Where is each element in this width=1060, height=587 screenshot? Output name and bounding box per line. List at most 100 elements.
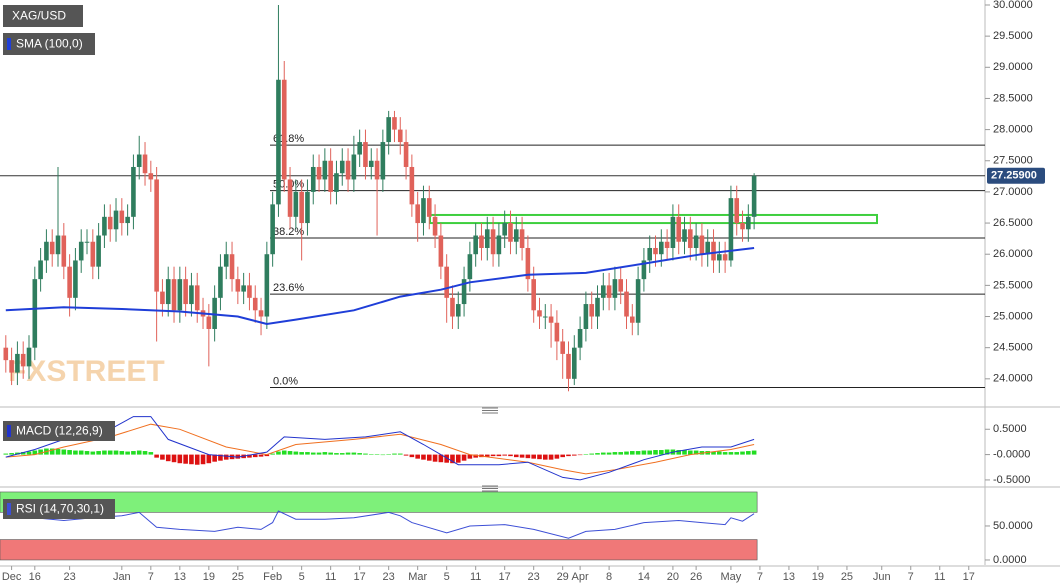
candle-body: [131, 166, 136, 217]
macd-histogram-bar: [653, 450, 658, 455]
macd-histogram-bar: [299, 452, 304, 455]
macd-histogram-bar: [688, 450, 693, 455]
x-tick-label: 19: [203, 571, 215, 583]
candle-body: [711, 241, 716, 261]
candle-body: [444, 266, 449, 298]
macd-histogram-bar: [595, 453, 600, 455]
x-tick-label: 5: [299, 571, 305, 583]
legend-label: SMA (100,0): [16, 37, 83, 51]
y-tick-label: -0.5000: [993, 474, 1030, 486]
macd-histogram-bar: [368, 454, 374, 455]
candle-body: [223, 254, 229, 267]
resistance-zone: [429, 213, 878, 225]
candle-body: [148, 173, 154, 180]
candle-body: [252, 297, 258, 311]
candle-body: [322, 160, 328, 180]
candle-body: [426, 198, 432, 217]
x-tick-label: Apr: [572, 571, 589, 583]
x-tick-label: 23: [528, 571, 540, 583]
candle-body: [409, 166, 415, 205]
macd-histogram-bar: [3, 453, 9, 455]
fib-label: 61.8%: [273, 133, 304, 145]
candle-body: [9, 360, 14, 373]
macd-histogram-bar: [154, 454, 159, 458]
macd-histogram-bar: [722, 452, 728, 455]
candle-body: [15, 353, 20, 373]
candle-body: [334, 173, 339, 192]
x-tick-label: 17: [354, 571, 366, 583]
candle-body: [328, 160, 333, 192]
candle-body: [415, 204, 420, 224]
resize-handle[interactable]: [482, 407, 498, 414]
candle-body: [160, 291, 165, 305]
candle-body: [26, 347, 32, 367]
macd-histogram-bar: [577, 454, 583, 456]
x-tick-label: 13: [783, 571, 795, 583]
candle-body: [20, 353, 26, 367]
candle-body: [287, 179, 293, 217]
macd-histogram-bar: [247, 454, 252, 458]
macd-signal-line: [5, 423, 755, 475]
x-tick-label: Jan: [113, 571, 131, 583]
candle-body: [235, 279, 241, 292]
candle-body: [102, 216, 107, 236]
candle-body: [542, 316, 548, 318]
macd-histogram-bar: [136, 450, 142, 455]
legend-label: RSI (14,70,30,1): [16, 502, 104, 516]
macd-histogram-bar: [258, 454, 264, 457]
y-tick-label: 29.0000: [993, 61, 1033, 73]
candle-body: [537, 310, 542, 317]
candle-body: [653, 247, 658, 255]
x-tick-label: 8: [606, 571, 612, 583]
y-tick-label: 27.0000: [993, 186, 1033, 198]
macd-histogram-bar: [600, 452, 606, 455]
macd-histogram-bar: [751, 450, 757, 455]
macd-histogram-bar: [525, 454, 531, 459]
candle-body: [206, 316, 212, 329]
candle-body: [363, 142, 368, 167]
macd-histogram-bar: [9, 453, 14, 455]
legend-box: [3, 5, 83, 27]
candle-body: [212, 297, 217, 329]
candle-body: [305, 191, 310, 224]
watermark: FXSTREET: [8, 355, 165, 388]
macd-histogram-bar: [328, 452, 333, 455]
macd-histogram-bar: [374, 454, 380, 455]
candle-body: [90, 241, 96, 267]
candle-body: [357, 142, 362, 155]
candle-body: [84, 241, 90, 243]
candle-body: [299, 191, 304, 224]
macd-histogram-bar: [351, 452, 357, 455]
candle-body: [641, 260, 647, 280]
candle-body: [345, 160, 351, 180]
x-tick-label: Jun: [873, 571, 891, 583]
candle-body: [55, 235, 61, 255]
macd-histogram-bar: [142, 451, 148, 455]
resize-handle[interactable]: [482, 485, 498, 492]
macd-histogram-bar: [682, 450, 687, 455]
y-tick-label: 29.5000: [993, 30, 1033, 42]
candle-body: [461, 279, 467, 305]
macd-histogram-bar: [218, 454, 223, 461]
macd-histogram-bar: [102, 450, 107, 455]
macd-histogram-bar: [421, 454, 426, 460]
candle-body: [595, 297, 600, 317]
candle-body: [682, 229, 687, 242]
candle-body: [502, 223, 507, 236]
legend-swatch: [7, 425, 11, 437]
candle-body: [664, 241, 670, 248]
candle-body: [421, 198, 426, 224]
legend-box: [3, 499, 115, 519]
x-tick-label: 20: [667, 571, 679, 583]
macd-histogram-bar: [165, 454, 171, 462]
candle-body: [670, 216, 676, 248]
candle-body: [113, 210, 119, 230]
x-tick-label: Dec: [2, 571, 22, 583]
candle-body: [705, 241, 711, 255]
candle-body: [78, 241, 84, 261]
macd-histogram-bar: [740, 451, 745, 455]
candle-body: [606, 285, 612, 298]
candle-body: [386, 117, 391, 143]
